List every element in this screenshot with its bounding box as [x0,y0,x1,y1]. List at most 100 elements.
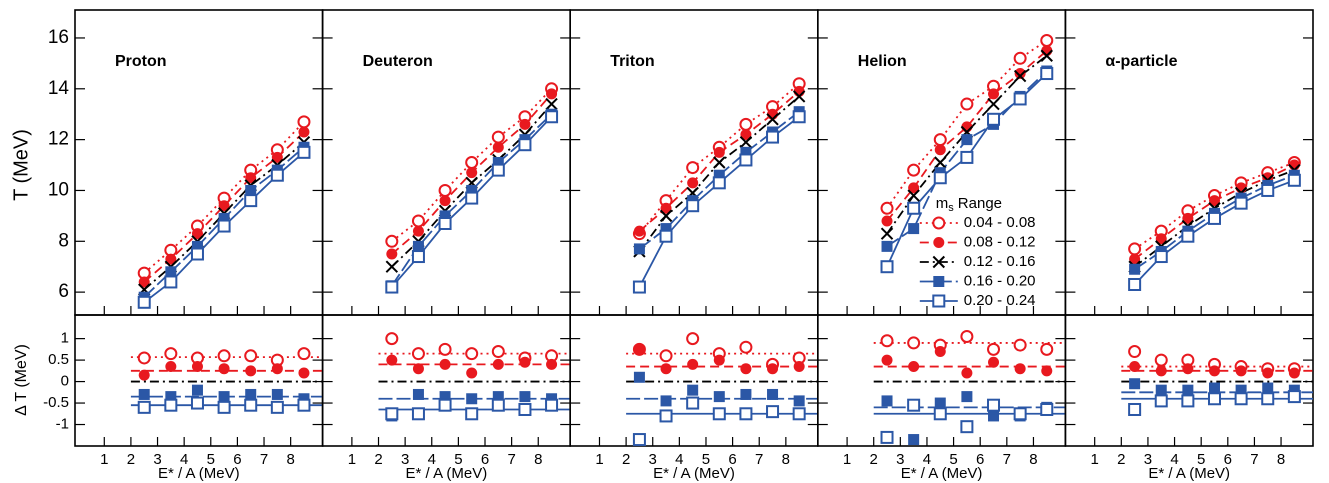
marker [545,110,559,124]
marker [165,361,177,373]
marker [988,410,1000,422]
panel-frame [74,9,324,316]
marker [191,240,203,252]
marker [518,138,532,152]
marker [987,398,1001,412]
marker [880,260,894,274]
x-tick-label: 2 [870,451,878,468]
marker [660,363,672,375]
y-tick-label: 1 [61,330,69,347]
marker [880,430,894,444]
panel-frame [321,314,572,447]
y-tick-label: 0.5 [48,351,69,368]
marker [385,280,399,294]
marker [385,260,399,273]
marker [686,199,700,213]
marker [137,400,151,414]
x-tick-label: 8 [782,451,790,468]
marker [880,201,894,215]
legend-marker [932,255,946,269]
marker [1128,278,1142,291]
x-tick-label: 1 [100,451,108,468]
marker [412,363,424,375]
marker [907,336,921,350]
marker [988,356,1000,368]
marker [687,358,699,370]
legend-marker [933,237,945,248]
marker [218,200,230,212]
marker [386,248,398,260]
marker [740,146,752,158]
marker [465,191,479,205]
marker [961,391,973,403]
y-tick-label: 8 [58,230,69,251]
marker [633,243,645,255]
marker [907,201,921,215]
marker [270,400,284,414]
marker [492,358,504,370]
marker [191,384,203,396]
legend-title: ms Range [936,195,1002,214]
panel-frame [816,314,1067,447]
y-axis-label: Δ T (MeV) [13,344,30,416]
x-tick-label: 6 [481,451,489,468]
marker [1155,365,1167,377]
marker [713,354,725,366]
marker [438,398,452,412]
marker [960,97,974,111]
marker [519,118,531,130]
marker [1014,68,1026,80]
x-tick-label: 6 [976,451,984,468]
marker [1155,233,1167,245]
x-tick-label: 6 [728,451,736,468]
x-axis-label: E* / A (MeV) [406,465,488,482]
marker [165,391,177,403]
marker [438,183,452,197]
marker [191,228,203,240]
marker [271,363,283,375]
marker [933,133,947,147]
marker [546,358,558,370]
marker [687,177,699,189]
marker [439,358,451,370]
marker [933,171,947,185]
marker [766,130,780,144]
panel-title: Deuteron [363,53,433,70]
marker [1013,69,1027,83]
marker [988,88,1000,100]
marker [385,332,399,346]
marker [164,347,178,361]
panel-title: Triton [610,53,654,70]
marker [138,276,150,288]
marker [632,280,646,294]
marker [218,212,230,224]
marker [712,176,726,190]
marker [934,397,946,409]
marker [1154,394,1168,408]
marker [659,229,673,243]
marker [660,395,672,407]
marker [491,163,505,177]
legend-label: 0.20 - 0.24 [964,292,1036,309]
marker [138,388,150,400]
marker [1013,92,1027,106]
x-tick-label: 2 [622,451,630,468]
marker [659,349,673,363]
x-tick-label: 7 [1250,451,1258,468]
marker [881,215,893,227]
x-tick-label: 8 [1029,451,1037,468]
marker [519,356,531,368]
marker [1013,407,1027,421]
y-tick-label: 10 [48,179,69,200]
panel-frame [1064,314,1314,447]
marker [633,371,645,383]
marker [632,433,646,447]
marker [987,342,1001,356]
marker [297,347,311,361]
marker [1235,384,1247,396]
x-tick-label: 5 [949,451,957,468]
marker [1014,363,1026,375]
marker [660,223,672,235]
marker [1129,361,1141,373]
legend-label: 0.04 - 0.08 [964,214,1036,231]
